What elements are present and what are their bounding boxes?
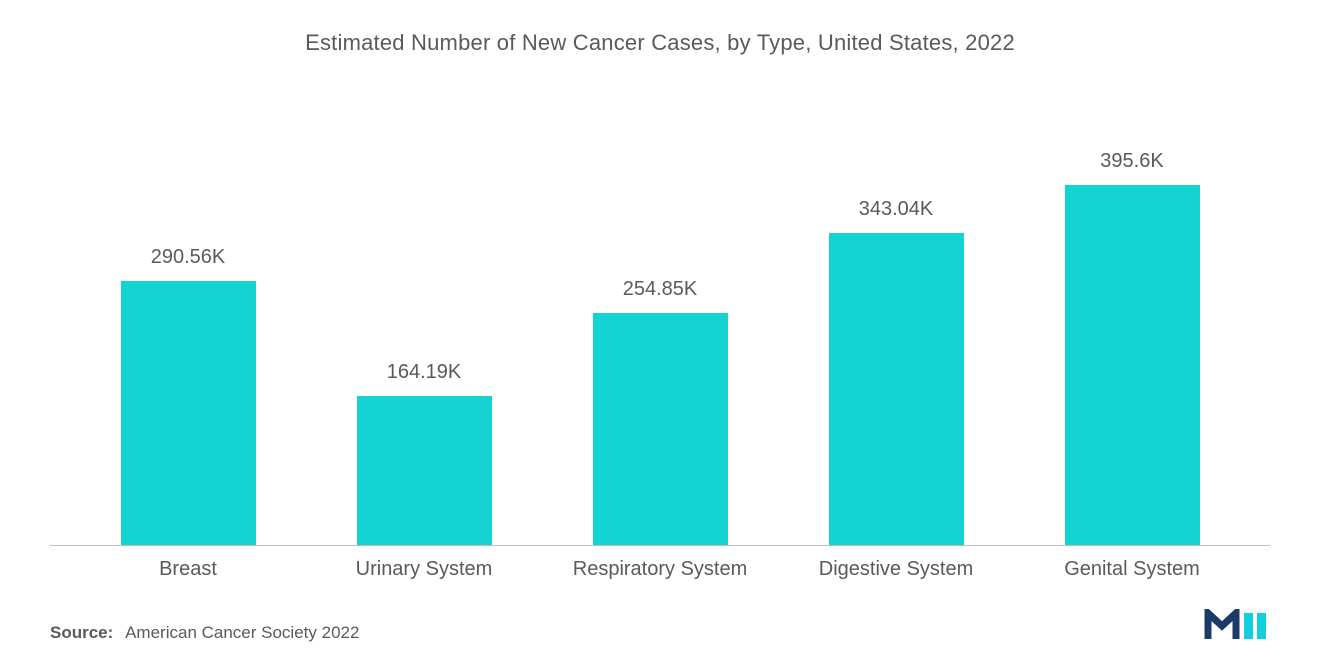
chart-footer: Source: American Cancer Society 2022 bbox=[50, 609, 1270, 643]
x-label: Respiratory System bbox=[542, 558, 778, 581]
bar-value-label: 343.04K bbox=[859, 198, 934, 221]
bar-value-label: 254.85K bbox=[623, 278, 698, 301]
bar-value-label: 164.19K bbox=[387, 361, 462, 384]
source-label: Source: bbox=[50, 623, 113, 642]
bar-urinary-system bbox=[357, 396, 492, 545]
brand-logo-icon bbox=[1204, 609, 1270, 643]
bar-genital-system bbox=[1065, 185, 1200, 545]
bar-slot: 395.6K bbox=[1014, 116, 1250, 545]
chart-title: Estimated Number of New Cancer Cases, by… bbox=[50, 30, 1270, 56]
x-label: Genital System bbox=[1014, 558, 1250, 581]
bar-slot: 164.19K bbox=[306, 116, 542, 545]
bar-respiratory-system bbox=[593, 313, 728, 545]
x-label: Digestive System bbox=[778, 558, 1014, 581]
x-axis-labels: Breast Urinary System Respiratory System… bbox=[50, 546, 1270, 581]
bar-slot: 343.04K bbox=[778, 116, 1014, 545]
bar-slot: 290.56K bbox=[70, 116, 306, 545]
x-label: Breast bbox=[70, 558, 306, 581]
bar-slot: 254.85K bbox=[542, 116, 778, 545]
x-label: Urinary System bbox=[306, 558, 542, 581]
bar-value-label: 290.56K bbox=[151, 246, 226, 269]
source-text: American Cancer Society 2022 bbox=[125, 623, 359, 642]
plot-area: 290.56K 164.19K 254.85K 343.04K 395.6K bbox=[50, 116, 1270, 546]
source-citation: Source: American Cancer Society 2022 bbox=[50, 623, 359, 643]
bar-value-label: 395.6K bbox=[1100, 150, 1163, 173]
bar-digestive-system bbox=[829, 233, 964, 545]
bar-breast bbox=[121, 281, 256, 545]
chart-container: Estimated Number of New Cancer Cases, by… bbox=[0, 0, 1320, 665]
